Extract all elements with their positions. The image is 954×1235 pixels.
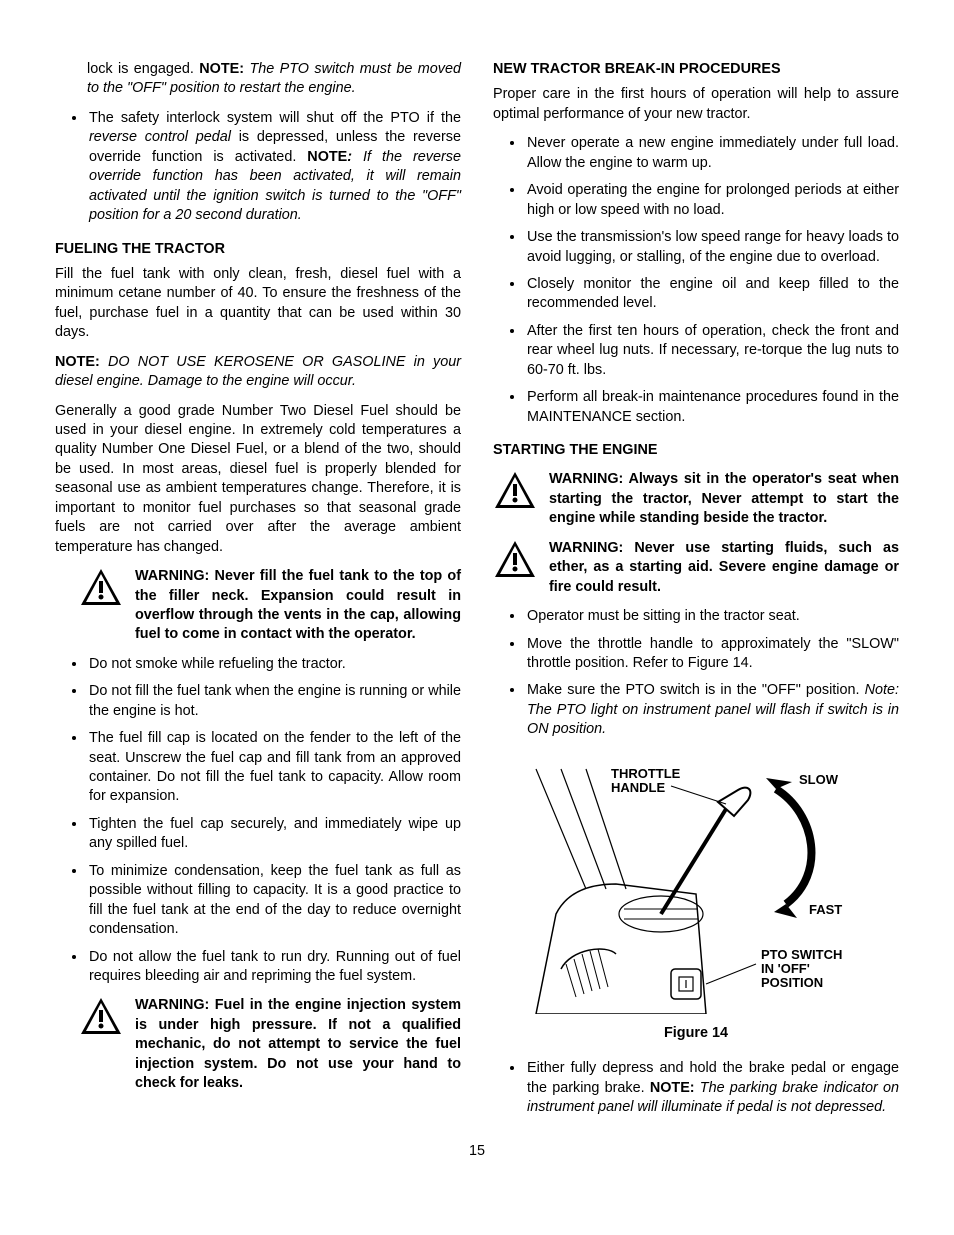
warning-icon — [79, 996, 127, 1042]
starting-bullet: Make sure the PTO switch is in the "OFF"… — [525, 681, 899, 739]
warning-icon — [493, 539, 541, 585]
safety-note-label: NOTE — [307, 149, 347, 165]
warning-pressure-text: WARNING: Fuel in the engine injection sy… — [135, 996, 461, 1093]
fueling-note-label: NOTE: — [55, 354, 100, 370]
breakin-bullet: Use the transmission's low speed range f… — [525, 228, 899, 267]
warning-fluids: WARNING: Never use starting fluids, such… — [493, 539, 899, 597]
breakin-bullet: After the first ten hours of operation, … — [525, 322, 899, 380]
breakin-bullet: Perform all break-in maintenance procedu… — [525, 388, 899, 427]
label-fast: FAST — [809, 902, 842, 917]
label-throttle: THROTTLEHANDLE — [611, 766, 681, 795]
safety-term: reverse control pedal — [89, 129, 231, 145]
fueling-bullet: Do not allow the fuel tank to run dry. R… — [87, 948, 461, 987]
brake-bullet: Either fully depress and hold the brake … — [525, 1059, 899, 1117]
warning-fluids-text: WARNING: Never use starting fluids, such… — [549, 539, 899, 597]
fueling-note-text: DO NOT USE KEROSENE OR GASOLINE in your … — [55, 354, 461, 389]
fueling-bullet: Do not smoke while refueling the tractor… — [87, 655, 461, 674]
page-body: lock is engaged. NOTE: The PTO switch mu… — [55, 60, 899, 1118]
continuation-block: lock is engaged. NOTE: The PTO switch mu… — [55, 60, 461, 99]
warning-fill-text: WARNING: Never fill the fuel tank to the… — [135, 567, 461, 645]
breakin-bullet: Closely monitor the engine oil and keep … — [525, 275, 899, 314]
breakin-bullets: Never operate a new engine immediately u… — [493, 134, 899, 427]
page-number: 15 — [55, 1142, 899, 1161]
fueling-bullet: Do not fill the fuel tank when the engin… — [87, 682, 461, 721]
starting-bullet: Move the throttle handle to approximatel… — [525, 635, 899, 674]
fueling-p1: Fill the fuel tank with only clean, fres… — [55, 265, 461, 343]
continuation-text: lock is engaged. NOTE: The PTO switch mu… — [87, 60, 461, 99]
fueling-bullet: Tighten the fuel cap securely, and immed… — [87, 815, 461, 854]
figure-14: THROTTLEHANDLE SLOW FAST PTO SWITCHIN 'O… — [493, 754, 899, 1043]
breakin-heading: NEW TRACTOR BREAK-IN PROCEDURES — [493, 60, 899, 79]
pto-pre: Make sure the PTO switch is in the "OFF"… — [527, 682, 865, 698]
warning-pressure: WARNING: Fuel in the engine injection sy… — [79, 996, 461, 1093]
warning-seat: WARNING: Always sit in the operator's se… — [493, 470, 899, 528]
safety-bullet-list: The safety interlock system will shut of… — [55, 109, 461, 226]
starting-heading: STARTING THE ENGINE — [493, 441, 899, 460]
fueling-heading: FUELING THE TRACTOR — [55, 240, 461, 259]
breakin-intro: Proper care in the first hours of operat… — [493, 85, 899, 124]
fueling-note: NOTE: DO NOT USE KEROSENE OR GASOLINE in… — [55, 353, 461, 392]
note-label: NOTE: — [199, 61, 244, 77]
fueling-bullet: To minimize condensation, keep the fuel … — [87, 862, 461, 940]
warning-fill-tank: WARNING: Never fill the fuel tank to the… — [79, 567, 461, 645]
label-pto: PTO SWITCHIN 'OFF'POSITION — [761, 947, 842, 990]
figure-caption: Figure 14 — [493, 1024, 899, 1043]
safety-pre: The safety interlock system will shut of… — [89, 110, 461, 126]
fueling-bullets: Do not smoke while refueling the tractor… — [55, 655, 461, 987]
starting-bullets: Operator must be sitting in the tractor … — [493, 607, 899, 740]
brake-note-label: NOTE: — [650, 1080, 695, 1096]
warning-icon — [79, 567, 127, 613]
starting-bullet: Operator must be sitting in the tractor … — [525, 607, 899, 626]
safety-bullet: The safety interlock system will shut of… — [87, 109, 461, 226]
breakin-bullet: Avoid operating the engine for prolonged… — [525, 181, 899, 220]
fueling-bullet: The fuel fill cap is located on the fend… — [87, 729, 461, 807]
warning-icon — [493, 470, 541, 516]
fueling-p2: Generally a good grade Number Two Diesel… — [55, 402, 461, 558]
warning-seat-text: WARNING: Always sit in the operator's se… — [549, 470, 899, 528]
cont-pre: lock is engaged. — [87, 61, 199, 77]
brake-bullet-list: Either fully depress and hold the brake … — [493, 1059, 899, 1117]
breakin-bullet: Never operate a new engine immediately u… — [525, 134, 899, 173]
label-slow: SLOW — [799, 772, 839, 787]
